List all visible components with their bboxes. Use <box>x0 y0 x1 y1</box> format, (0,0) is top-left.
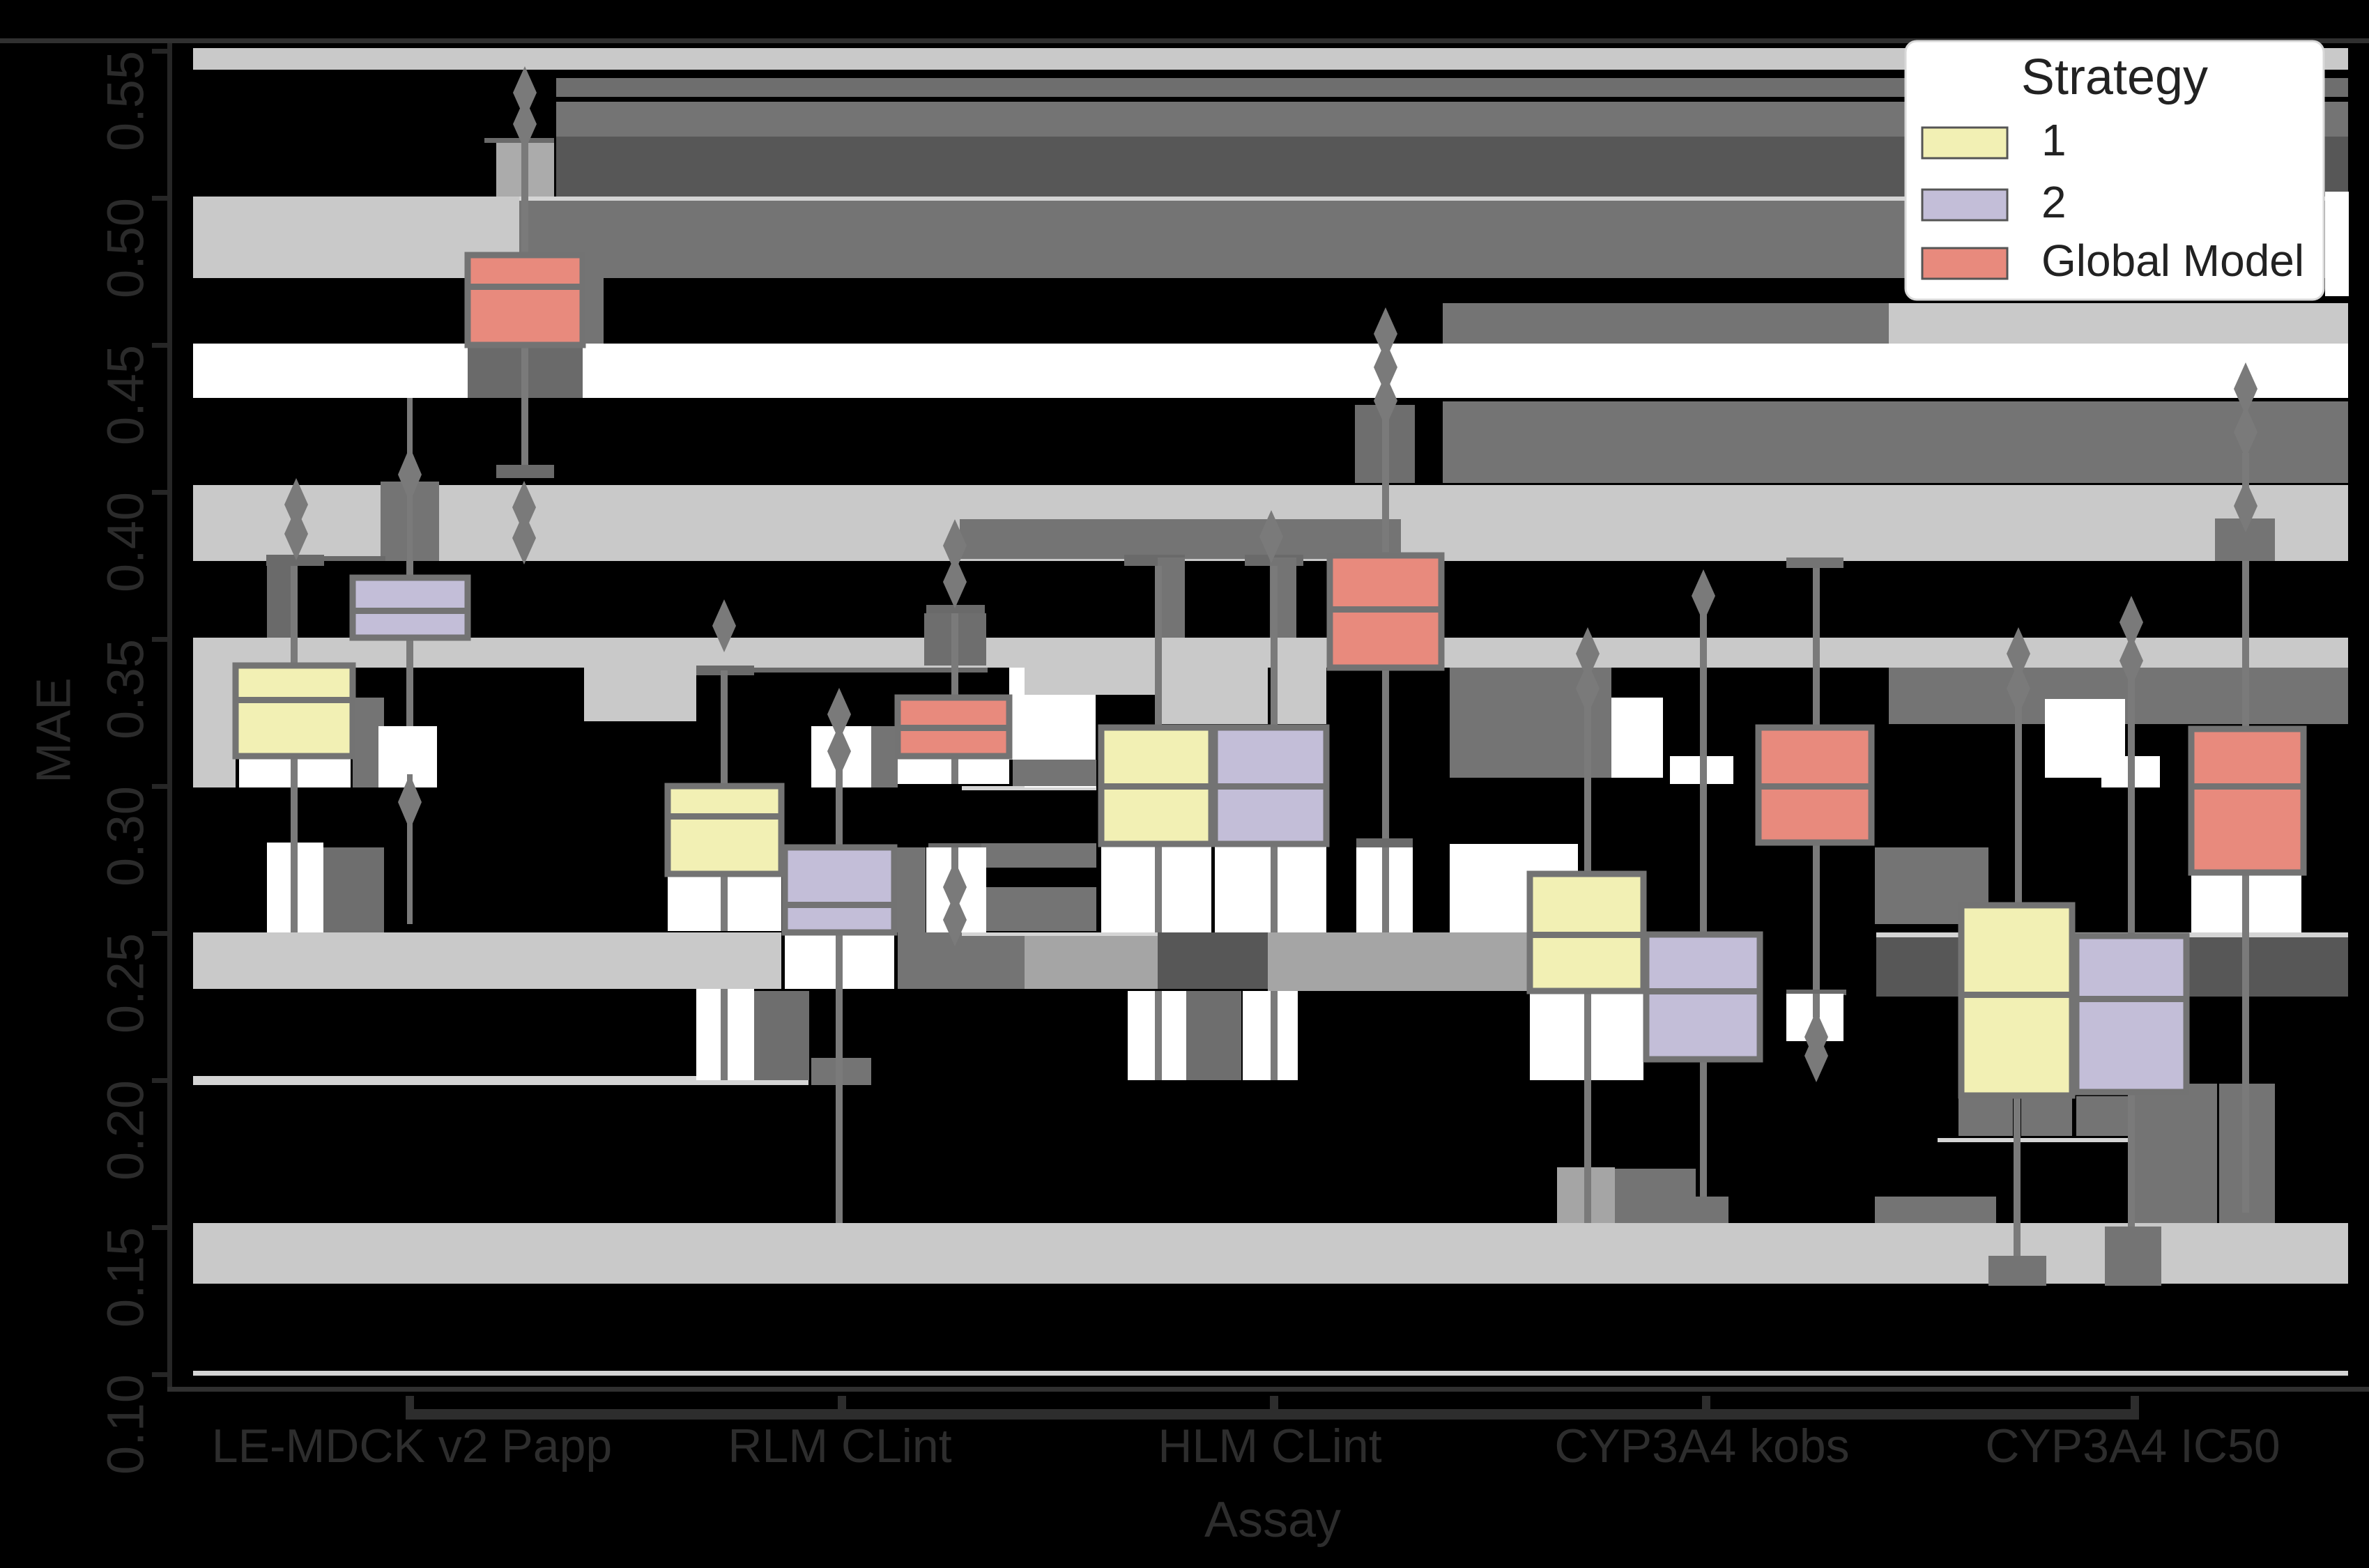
svg-text:0.45: 0.45 <box>97 345 155 445</box>
svg-text:0.40: 0.40 <box>97 492 155 592</box>
svg-text:0.30: 0.30 <box>97 786 155 886</box>
svg-text:LE-MDCK v2 Papp: LE-MDCK v2 Papp <box>212 1420 612 1473</box>
svg-text:0.15: 0.15 <box>97 1227 155 1328</box>
svg-text:Assay: Assay <box>1204 1492 1341 1548</box>
svg-text:1: 1 <box>2041 115 2067 165</box>
svg-text:Strategy: Strategy <box>2021 49 2208 105</box>
svg-text:RLM CLint: RLM CLint <box>728 1420 951 1473</box>
svg-text:0.50: 0.50 <box>97 198 155 298</box>
svg-text:0.25: 0.25 <box>97 933 155 1033</box>
svg-text:HLM CLint: HLM CLint <box>1158 1420 1381 1473</box>
svg-text:0.20: 0.20 <box>97 1080 155 1181</box>
svg-text:MAE: MAE <box>26 677 80 783</box>
svg-text:CYP3A4 kobs: CYP3A4 kobs <box>1554 1420 1849 1473</box>
svg-text:CYP3A4 IC50: CYP3A4 IC50 <box>1985 1420 2280 1473</box>
svg-text:2: 2 <box>2041 177 2067 227</box>
svg-text:Global Model: Global Model <box>2041 236 2304 286</box>
svg-text:0.55: 0.55 <box>97 51 155 151</box>
svg-text:0.10: 0.10 <box>97 1374 155 1475</box>
svg-text:0.35: 0.35 <box>97 639 155 739</box>
